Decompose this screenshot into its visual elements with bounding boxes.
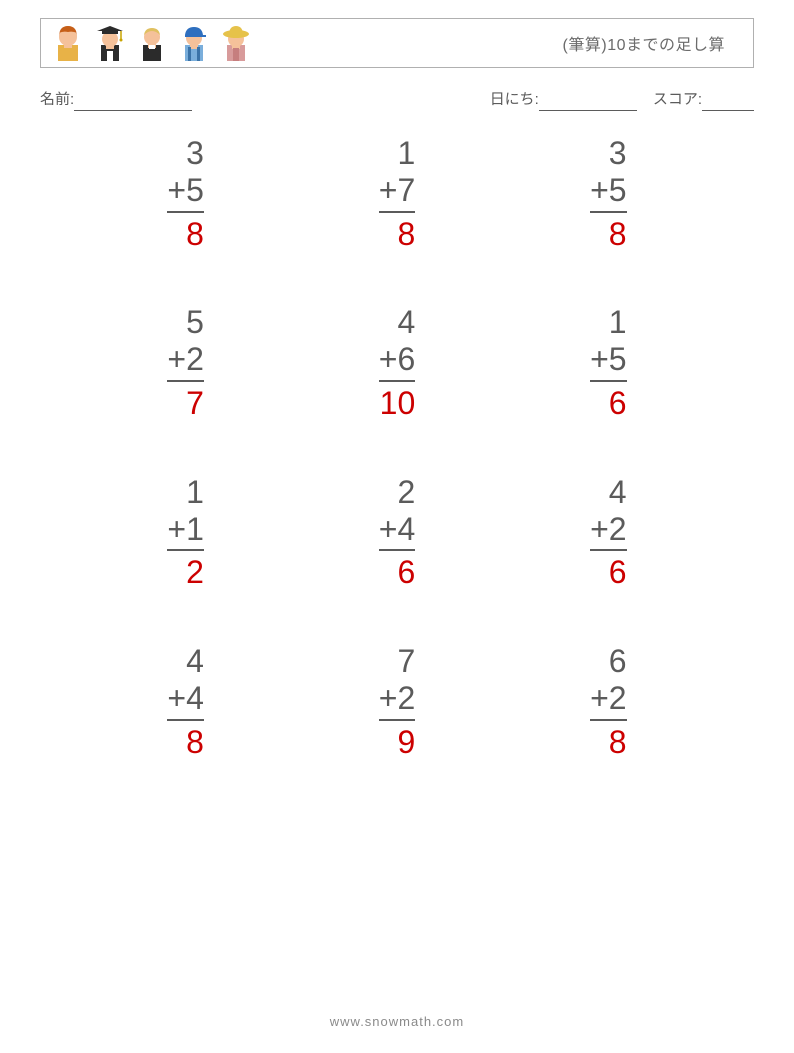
operand-b: 4 [186,680,204,716]
operand-a: 5 [167,304,203,341]
operand-a: 3 [167,135,203,172]
answer: 7 [167,385,203,422]
worksheet-title: (筆算)10までの足し算 [563,31,753,55]
operator: + [379,341,398,377]
operand-a: 1 [590,304,626,341]
operand-b: 5 [609,341,627,377]
operand-b: 5 [609,172,627,208]
operand-a: 2 [379,474,415,511]
answer: 6 [590,385,626,422]
farmer-hat-icon [221,23,251,63]
operand-a: 4 [590,474,626,511]
meta-row: 名前: 日にち: スコア: [40,88,754,109]
worksheet-page: (筆算)10までの足し算 名前: 日にち: スコア: 3+58 1+78 3+5… [0,0,794,1053]
answer: 6 [379,554,415,591]
operand-a: 3 [590,135,626,172]
problem: 4+6 10 [291,304,502,421]
problem: 3+5 8 [503,135,714,252]
operand-b: 5 [186,172,204,208]
operand-b: 2 [609,680,627,716]
answer: 8 [167,216,203,253]
operator: + [590,172,609,208]
answer: 8 [379,216,415,253]
operand-a: 1 [379,135,415,172]
problem: 6+2 8 [503,643,714,760]
problem: 7+2 9 [291,643,502,760]
date-blank[interactable] [539,96,637,111]
operator: + [590,341,609,377]
problem: 4+4 8 [80,643,291,760]
person-orange-hair-icon [53,23,83,63]
problem: 2+4 6 [291,474,502,591]
operator: + [167,341,186,377]
operand-a: 4 [167,643,203,680]
operand-b: 2 [397,680,415,716]
footer-text: www.snowmath.com [0,1014,794,1029]
operand-a: 1 [167,474,203,511]
operand-b: 1 [186,511,204,547]
operand-b: 6 [397,341,415,377]
answer: 9 [379,724,415,761]
icon-row [41,23,251,63]
answer: 8 [590,724,626,761]
answer: 8 [590,216,626,253]
header-box: (筆算)10までの足し算 [40,18,754,68]
operator: + [379,172,398,208]
graduate-cap-icon [95,23,125,63]
score-label: スコア: [653,88,702,109]
problem: 4+2 6 [503,474,714,591]
problem: 1+5 6 [503,304,714,421]
operator: + [379,511,398,547]
operator: + [590,680,609,716]
operand-b: 4 [397,511,415,547]
problem: 5+2 7 [80,304,291,421]
operator: + [167,172,186,208]
operator: + [167,511,186,547]
name-blank[interactable] [74,96,192,111]
name-label: 名前: [40,88,74,109]
operator: + [379,680,398,716]
operand-a: 7 [379,643,415,680]
problem: 3+5 8 [80,135,291,252]
answer: 2 [167,554,203,591]
operand-b: 2 [186,341,204,377]
operand-b: 7 [397,172,415,208]
priest-icon [137,23,167,63]
operator: + [167,680,186,716]
answer: 10 [379,385,415,422]
problems-grid: 3+58 1+78 3+58 5+27 4+610 1+56 1+12 2+46… [80,135,714,761]
operand-b: 2 [609,511,627,547]
score-blank[interactable] [702,96,754,111]
problem: 1+7 8 [291,135,502,252]
problem: 1+1 2 [80,474,291,591]
answer: 6 [590,554,626,591]
operator: + [590,511,609,547]
date-label: 日にち: [490,88,539,109]
answer: 8 [167,724,203,761]
operand-a: 6 [590,643,626,680]
blue-cap-person-icon [179,23,209,63]
operand-a: 4 [379,304,415,341]
